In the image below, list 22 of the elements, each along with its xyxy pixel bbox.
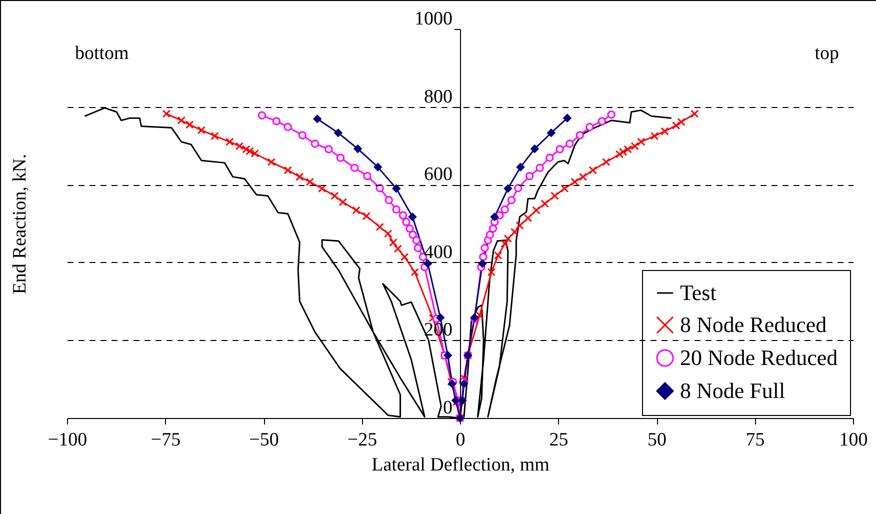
x-axis-title: Lateral Deflection, mm: [372, 454, 550, 476]
x-tick-label: 50: [648, 430, 666, 450]
x-tick-label: −75: [150, 430, 181, 450]
legend-label: Test: [680, 280, 716, 305]
y-tick-label: 0: [443, 398, 452, 418]
x-tick-label: 100: [839, 430, 868, 450]
y-tick-label: 800: [424, 86, 452, 108]
legend-label: 8 Node Full: [680, 378, 786, 403]
annotation: bottom: [75, 43, 130, 64]
legend-label: 20 Node Reduced: [680, 345, 838, 370]
annotation: top: [814, 43, 839, 64]
y-tick-label: 600: [424, 164, 452, 186]
y-axis-title: End Reaction, kN.: [10, 154, 30, 294]
y-tick-label: 1000: [414, 8, 452, 30]
x-tick-label: 0: [456, 430, 466, 450]
x-tick-label: 75: [746, 430, 765, 450]
x-tick-label: 25: [549, 430, 568, 450]
legend-label: 8 Node Reduced: [680, 312, 827, 337]
x-tick-label: −100: [48, 430, 88, 450]
y-tick-label: 400: [424, 242, 452, 263]
x-tick-label: −50: [249, 430, 279, 450]
x-tick-label: −25: [347, 430, 378, 450]
